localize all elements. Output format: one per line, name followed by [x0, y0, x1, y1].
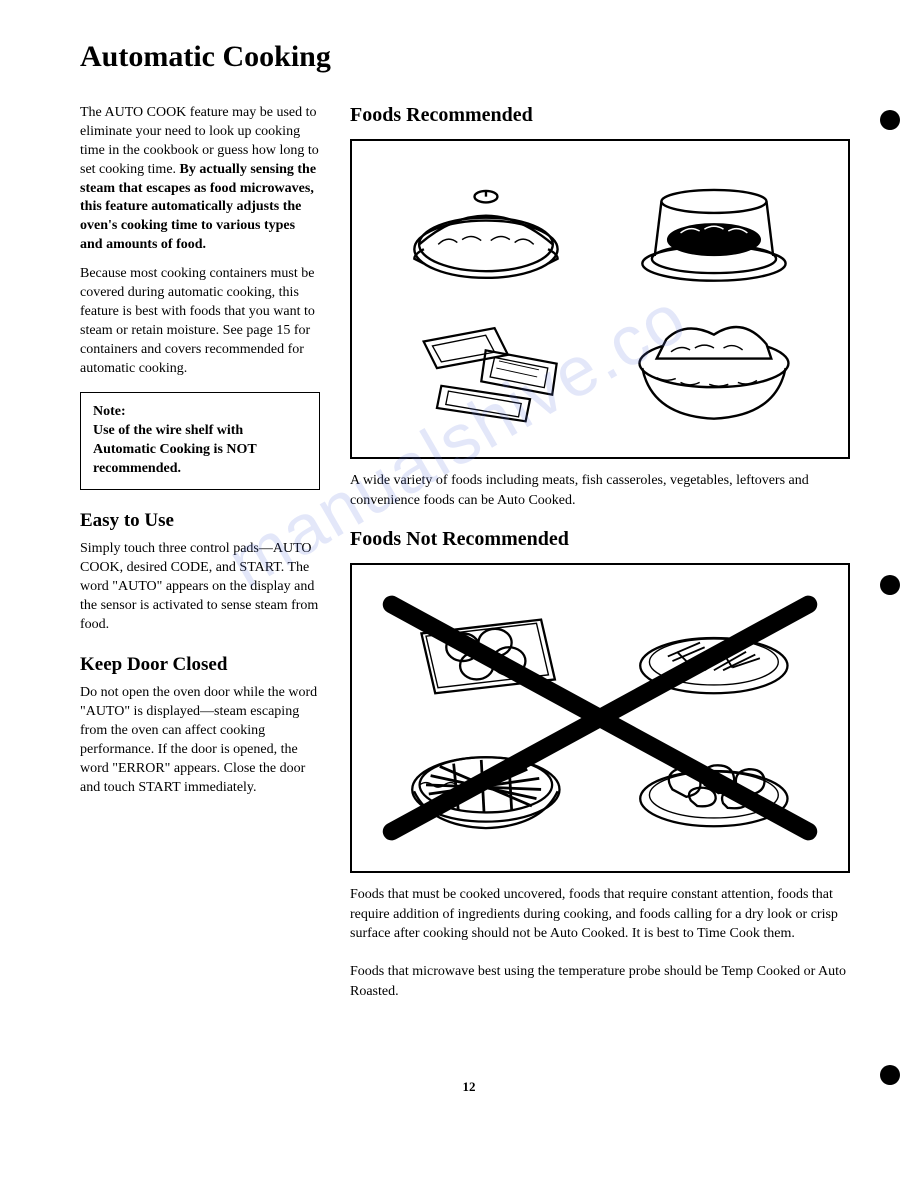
covered-bowl-icon [611, 306, 816, 430]
right-column: Foods Recommended [350, 104, 860, 1019]
fries-plate-icon [611, 592, 816, 712]
easy-body: Simply touch three control pads—AUTO COO… [80, 540, 320, 634]
margin-dot [880, 575, 900, 595]
not-recommended-illustration [350, 563, 850, 873]
note-label: Note: [93, 404, 126, 419]
covered-casserole-icon [383, 168, 588, 292]
eggs-dish-icon [383, 592, 588, 712]
door-body: Do not open the oven door while the word… [80, 684, 320, 797]
frozen-dinner-icon [383, 306, 588, 430]
recommended-caption: A wide variety of foods including meats,… [350, 471, 860, 510]
intro-para-2: Because most cooking containers must be … [80, 265, 320, 378]
door-heading: Keep Door Closed [80, 654, 320, 676]
note-body-not: NOT [226, 442, 256, 457]
chicken-plate-icon [611, 725, 816, 845]
note-body-b: recommended. [93, 461, 181, 476]
page-title: Automatic Cooking [80, 40, 858, 74]
margin-dot [880, 110, 900, 130]
note-body-a: Use of the wire shelf with Automatic Coo… [93, 423, 243, 457]
note-box: Note: Use of the wire shelf with Automat… [80, 392, 320, 490]
not-recommended-caption-2: Foods that microwave best using the temp… [350, 962, 860, 1001]
recommended-heading: Foods Recommended [350, 104, 860, 127]
page-number: 12 [80, 1079, 858, 1095]
easy-heading: Easy to Use [80, 510, 320, 532]
margin-dot [880, 1065, 900, 1085]
not-recommended-heading: Foods Not Recommended [350, 528, 860, 551]
intro-para-1: The AUTO COOK feature may be used to eli… [80, 104, 320, 255]
left-column: The AUTO COOK feature may be used to eli… [80, 104, 320, 1019]
recommended-illustration [350, 139, 850, 459]
covered-cake-icon [611, 168, 816, 292]
lattice-pie-icon [383, 725, 588, 845]
not-recommended-caption-1: Foods that must be cooked uncovered, foo… [350, 885, 860, 944]
